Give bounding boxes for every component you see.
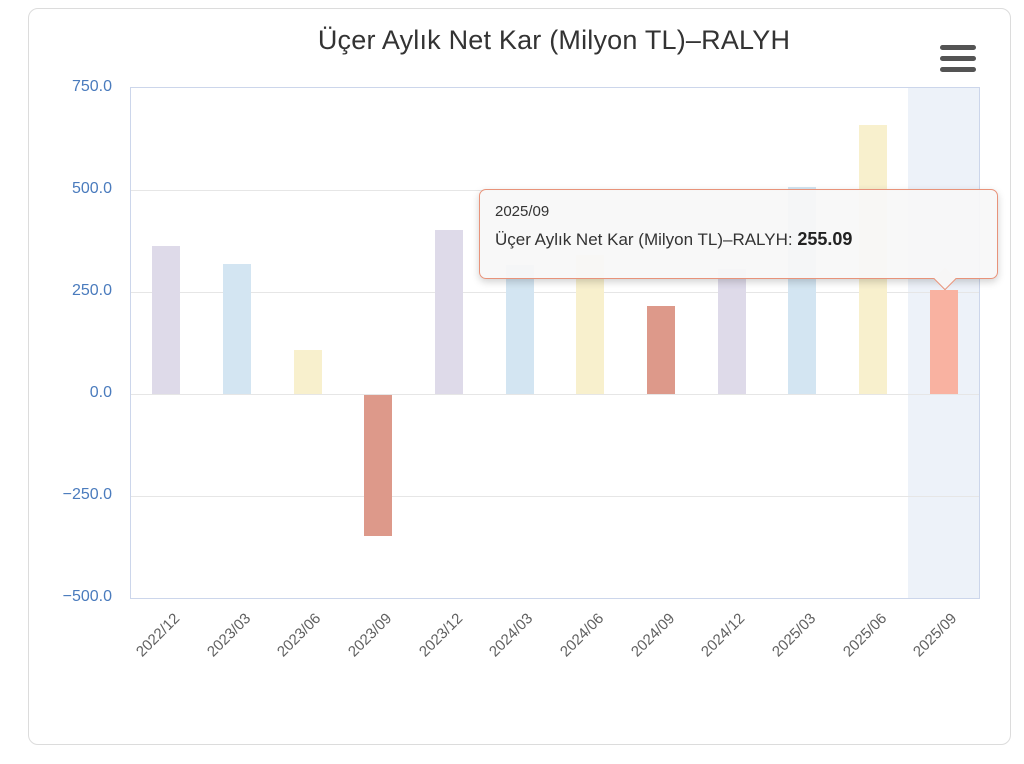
bar-2023-03[interactable] [223, 263, 251, 394]
tooltip-value: 255.09 [797, 229, 853, 249]
bar-2022-12[interactable] [152, 245, 181, 394]
y-axis-label: 750.0 [71, 78, 112, 95]
x-axis-label: 2025/03 [768, 610, 820, 661]
x-axis-label: 2024/09 [627, 610, 679, 661]
gridline [131, 292, 979, 293]
gridline [131, 394, 979, 395]
y-axis-label: −500.0 [62, 588, 112, 605]
bar-2024-03[interactable] [505, 265, 534, 394]
x-axis-label: 2025/09 [910, 610, 961, 661]
y-axis-label: 500.0 [71, 180, 112, 197]
export-menu-button[interactable] [940, 45, 976, 72]
plot-area [130, 87, 980, 599]
x-axis-label: 2025/06 [839, 610, 891, 661]
gridline [131, 496, 979, 497]
y-axis-label: −250.0 [62, 486, 112, 503]
x-axis-label: 2023/03 [203, 610, 255, 661]
bar-2023-06[interactable] [293, 349, 322, 394]
chart-card: Üçer Aylık Net Kar (Milyon TL)–RALYH 202… [28, 8, 1011, 745]
hamburger-icon [940, 56, 976, 61]
bar-2023-09[interactable] [364, 395, 393, 536]
x-axis-label: 2023/12 [415, 610, 467, 661]
x-axis-label: 2024/12 [698, 610, 749, 661]
chart-title: Üçer Aylık Net Kar (Milyon TL)–RALYH [317, 25, 791, 55]
bar-2023-12[interactable] [435, 229, 463, 394]
x-axis-label: 2024/06 [556, 610, 608, 661]
y-axis-label: 0.0 [89, 384, 112, 401]
hamburger-icon [940, 45, 976, 50]
bar-2024-12[interactable] [717, 269, 746, 394]
tooltip-body: Üçer Aylık Net Kar (Milyon TL)–RALYH: 25… [495, 229, 982, 250]
hamburger-icon [940, 67, 976, 72]
bar-2025-09[interactable] [929, 289, 958, 394]
bar-2024-09[interactable] [647, 305, 675, 394]
tooltip-series-label: Üçer Aylık Net Kar (Milyon TL)–RALYH: [495, 230, 798, 249]
x-axis-label: 2023/06 [274, 610, 325, 661]
x-axis-label: 2022/12 [132, 610, 184, 661]
y-axis-label: 250.0 [71, 282, 112, 299]
tooltip: 2025/09 Üçer Aylık Net Kar (Milyon TL)–R… [479, 189, 998, 290]
tooltip-header: 2025/09 [495, 203, 550, 220]
x-axis-label: 2024/03 [486, 610, 537, 661]
x-axis-label: 2023/09 [344, 610, 396, 661]
